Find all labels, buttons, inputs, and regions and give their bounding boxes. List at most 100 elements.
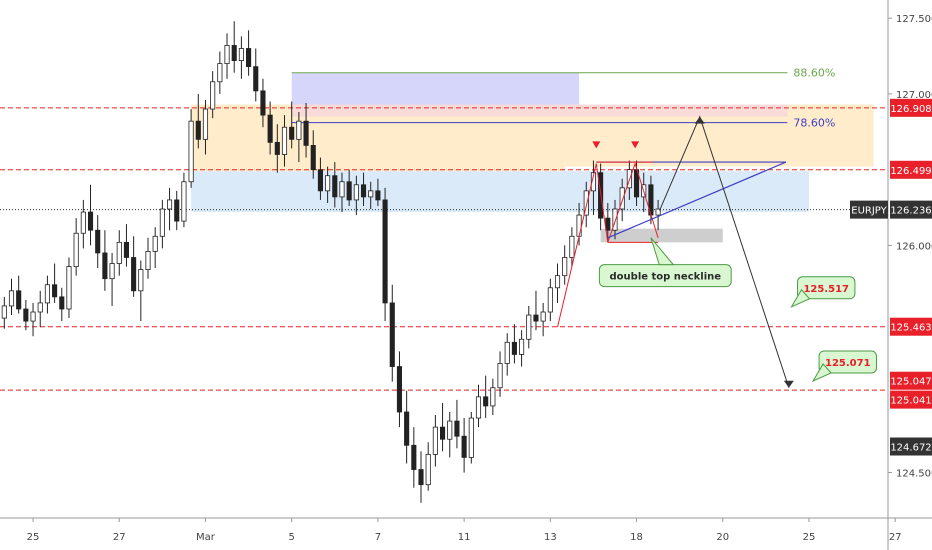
candle-body — [145, 251, 151, 271]
x-tick-label: 5 — [289, 532, 295, 543]
price-tag-bg — [890, 98, 932, 117]
callout-label: 125.071 — [825, 358, 871, 369]
candle-body — [95, 229, 101, 254]
candle-body — [303, 120, 309, 146]
x-tick-label: 13 — [544, 532, 557, 543]
callout: 125.071 — [811, 350, 877, 383]
candle-body — [325, 175, 331, 192]
price-tag-bg — [890, 317, 932, 336]
triangle-bottom-line — [607, 161, 787, 239]
candle-body — [253, 66, 259, 92]
x-tick-label: 25 — [27, 532, 40, 543]
fib-label-1: 78.60% — [793, 117, 835, 130]
candle-body — [188, 120, 194, 183]
neckline-zone-gray — [600, 228, 723, 243]
zones-layer: 88.60% 78.60% — [191, 67, 874, 243]
candle-body — [440, 426, 446, 440]
candle-body — [1, 305, 7, 319]
candle-body — [281, 126, 288, 155]
candle-body — [123, 241, 130, 258]
price-tag-label: 126.236 — [890, 206, 931, 217]
x-tick-label: 27 — [889, 532, 902, 543]
forecast-arrowhead-down — [783, 380, 794, 388]
callout-label: double top neckline — [610, 272, 722, 283]
candle-body — [80, 211, 86, 234]
candle-body — [159, 208, 165, 237]
candle-body — [30, 311, 36, 322]
candle-body — [332, 175, 338, 198]
callout-pointer — [790, 288, 811, 308]
fib-zone-blue — [291, 72, 580, 105]
candle-body — [490, 387, 496, 407]
candle-body — [605, 217, 611, 231]
candle-body — [109, 263, 115, 280]
candle-body — [504, 341, 510, 364]
candle-body — [16, 290, 22, 310]
y-tick-label: 124.500 — [896, 469, 932, 480]
candle-body — [289, 126, 295, 140]
candle-body — [174, 199, 180, 222]
candle-body — [375, 190, 381, 201]
candle-body — [231, 45, 237, 61]
candle-body — [246, 48, 252, 68]
candle-body — [8, 290, 15, 307]
candle-body — [23, 308, 29, 322]
symbol-tag-bg — [850, 200, 888, 219]
forecast-arrowhead-up — [694, 116, 705, 124]
candle-body — [425, 453, 431, 486]
candle-body — [44, 284, 50, 304]
candle-body — [461, 435, 467, 458]
candle-body — [202, 108, 209, 140]
candle-body — [396, 366, 403, 413]
candle-body — [382, 199, 388, 304]
symbol-tag: EURJPY — [850, 200, 888, 219]
price-tag-bg — [890, 160, 932, 179]
candle-body — [360, 184, 367, 198]
candle-body — [317, 169, 323, 192]
callout: 125.517 — [790, 276, 856, 308]
candle-body — [533, 314, 539, 322]
fib-zone-pink — [291, 104, 788, 117]
candle-body — [368, 190, 374, 198]
x-tick-label: 7 — [375, 532, 381, 543]
candle-body — [519, 338, 525, 355]
candle-body — [195, 120, 201, 140]
candle-body — [612, 208, 618, 231]
price-tag: 126.236 — [890, 200, 932, 219]
price-tag: 124.672 — [890, 437, 932, 456]
candle-body — [554, 275, 561, 289]
candle-body — [224, 45, 230, 65]
x-tick-label: 18 — [630, 532, 643, 543]
candles-layer — [1, 21, 661, 503]
x-tick-label: Mar — [196, 532, 216, 543]
candle-body — [511, 341, 517, 355]
candle-body — [353, 184, 359, 201]
price-tag-label: 126.908 — [890, 104, 931, 115]
y-tick-label: 126.000 — [896, 241, 932, 252]
y-tick-label: 127.000 — [896, 90, 932, 101]
price-tag-bg — [890, 200, 932, 219]
levels-layer — [0, 107, 888, 391]
candle-body — [210, 81, 216, 110]
candle-body — [576, 214, 582, 237]
candle-body — [389, 302, 395, 367]
price-tags-layer: EURJPY 126.908 126.499 126.236 125.463 125.04… — [850, 98, 932, 456]
price-tag-label: 125.463 — [890, 323, 931, 334]
candle-body — [447, 420, 453, 440]
candle-body — [339, 181, 345, 198]
drawings-layer: double top neckline 125.517 125.071 — [557, 115, 877, 388]
candle-body — [454, 420, 460, 437]
candle-body — [166, 199, 173, 210]
candle-body — [497, 363, 503, 389]
candle-body — [346, 181, 352, 201]
fib-zone-lightblue — [191, 171, 809, 213]
candle-body — [468, 417, 474, 458]
candle-body — [526, 314, 532, 340]
candle-body — [411, 444, 417, 470]
candle-body — [655, 208, 661, 216]
callout-box — [797, 276, 856, 300]
price-tag: 125.047 — [890, 371, 932, 390]
